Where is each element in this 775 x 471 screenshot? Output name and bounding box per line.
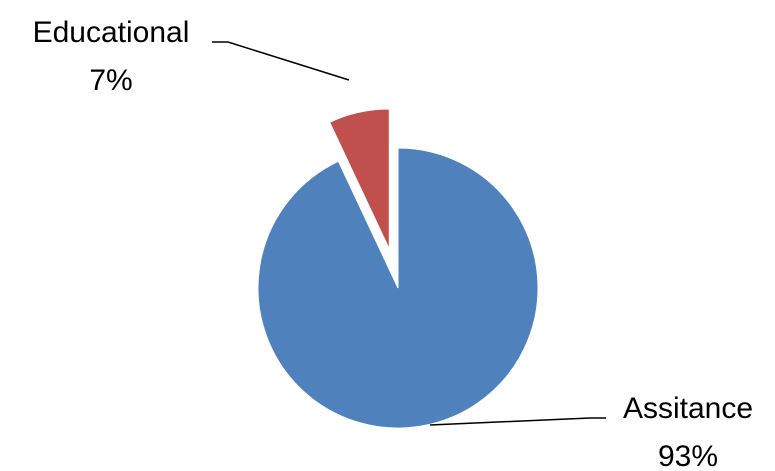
data-labels: Educational 7% Assitance 93% — [33, 16, 753, 471]
leader-line-assitance — [429, 417, 606, 426]
label-educational-name: Educational — [33, 16, 190, 49]
pie-slice-educational — [328, 108, 390, 250]
leader-lines — [212, 41, 606, 426]
label-educational-percent: 7% — [89, 64, 132, 97]
label-assitance-percent: 93% — [658, 440, 718, 471]
label-assitance-name: Assitance — [623, 392, 753, 425]
pie-slices — [257, 108, 539, 429]
pie-slice-assitance — [257, 147, 539, 429]
leader-line-educational — [212, 41, 350, 81]
